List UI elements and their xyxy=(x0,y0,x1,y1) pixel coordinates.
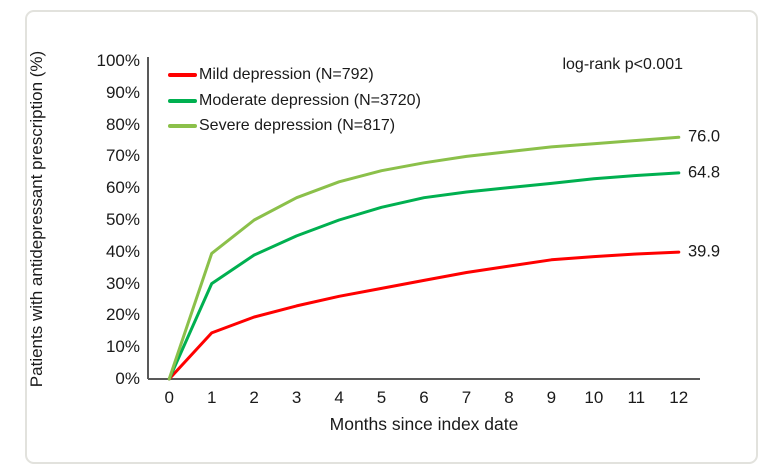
y-tick-label: 100% xyxy=(96,51,140,70)
legend-item-label: Mild depression (N=792) xyxy=(199,66,374,83)
y-tick-label: 50% xyxy=(105,210,140,229)
x-axis-title: Months since index date xyxy=(329,414,519,434)
y-tick-label: 20% xyxy=(105,305,140,325)
x-tick-label: 12 xyxy=(669,388,689,407)
x-tick-label: 1 xyxy=(206,388,217,407)
y-axis-title: Patients with antidepressant prescriptio… xyxy=(27,50,46,388)
legend-line-sample xyxy=(168,73,197,77)
y-tick-label: 0% xyxy=(115,369,140,388)
series-end-value: 39.9 xyxy=(688,242,721,261)
x-tick-label: 11 xyxy=(627,388,646,407)
y-tick-label: 30% xyxy=(105,273,140,293)
x-tick-label: 2 xyxy=(249,388,259,407)
x-tick-label: 4 xyxy=(334,388,344,407)
legend-item-label: Severe depression (N=817) xyxy=(199,117,396,134)
y-tick-label: 90% xyxy=(105,82,140,102)
series-line-severe xyxy=(167,135,681,381)
legend-line-sample xyxy=(168,124,197,128)
x-tick-label: 9 xyxy=(546,388,557,407)
series-line-moderate xyxy=(167,171,681,381)
x-tick-label: 5 xyxy=(376,388,387,407)
y-tick-label: 80% xyxy=(105,114,140,134)
x-tick-label: 7 xyxy=(461,388,472,407)
y-tick-label: 10% xyxy=(105,337,140,357)
x-tick-label: 3 xyxy=(291,388,302,407)
y-tick-label: 70% xyxy=(105,146,140,166)
legend-item: Mild depression (N=792) xyxy=(168,66,374,84)
legend-line-sample xyxy=(168,98,197,103)
y-tick-label: 40% xyxy=(105,241,140,261)
series-end-value: 76.0 xyxy=(688,127,721,146)
log-rank-annotation: log-rank p<0.001 xyxy=(562,56,683,73)
legend-item-label: Moderate depression (N=3720) xyxy=(199,91,421,109)
x-tick-label: 6 xyxy=(419,388,429,407)
legend-item: Severe depression (N=817) xyxy=(168,117,395,135)
y-tick-label: 60% xyxy=(105,178,140,198)
legend-item: Moderate depression (N=3720) xyxy=(168,92,421,110)
series-line-mild xyxy=(167,250,681,381)
series-end-value: 64.8 xyxy=(688,163,721,182)
x-tick-label: 0 xyxy=(164,388,174,407)
x-tick-label: 10 xyxy=(584,388,604,407)
x-tick-label: 8 xyxy=(504,388,514,407)
